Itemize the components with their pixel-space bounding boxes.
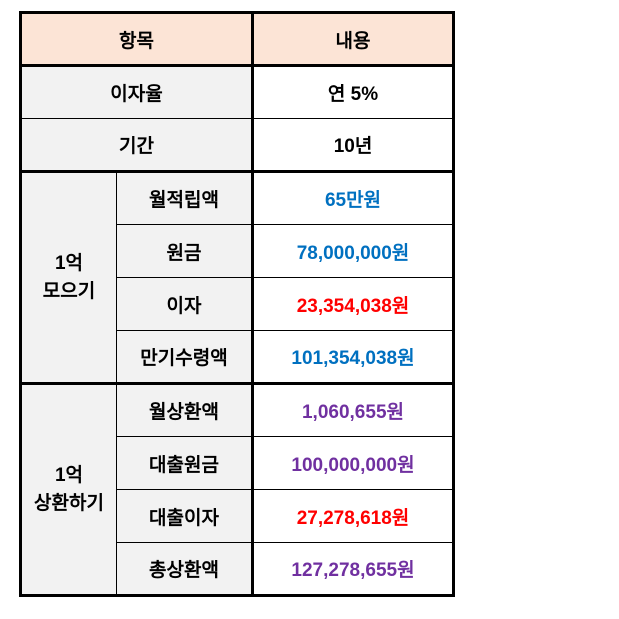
table-row-maturity-amount: 만기수령액 101,354,038원 [21, 330, 454, 385]
row-value: 101,354,038원 [251, 330, 454, 385]
savings-vs-loan-table: 항목 내용 이자율 연 5% 기간 10년 1억 모으기 월적립액 65만원 원… [19, 11, 455, 597]
row-label: 원금 [116, 224, 253, 278]
group-label-saving: 1억 모으기 [20, 171, 117, 385]
table-row-monthly-deposit: 1억 모으기 월적립액 65만원 [20, 171, 454, 385]
row-value: 1,060,655원 [251, 383, 454, 437]
group-label-line2: 모으기 [42, 280, 96, 302]
row-label: 월적립액 [116, 171, 253, 225]
table-row-total-repayment: 총상환액 127,278,655원 [21, 542, 454, 596]
group-label-line1: 1억 [54, 252, 84, 274]
group-label-line2: 상환하기 [34, 492, 104, 514]
row-value: 10년 [251, 118, 454, 173]
group-label-repaying: 1억 상환하기 [20, 383, 117, 596]
row-label: 이자 [116, 277, 253, 331]
row-value: 127,278,655원 [251, 542, 454, 596]
header-content-column: 내용 [251, 12, 454, 67]
row-value: 27,278,618원 [251, 489, 454, 543]
row-value: 78,000,000원 [251, 224, 454, 278]
row-label: 총상환액 [116, 542, 253, 596]
table-row-period: 기간 10년 [20, 118, 454, 173]
row-value: 65만원 [251, 171, 454, 225]
row-label: 대출원금 [116, 436, 253, 490]
row-value: 연 5% [251, 65, 454, 119]
row-label: 만기수령액 [116, 330, 253, 385]
row-label: 대출이자 [116, 489, 253, 543]
row-label: 이자율 [20, 65, 253, 119]
row-value: 100,000,000원 [251, 436, 454, 490]
table-row-loan-principal: 대출원금 100,000,000원 [21, 436, 454, 490]
row-label: 기간 [20, 118, 253, 173]
row-value: 23,354,038원 [251, 277, 454, 331]
header-item-column: 항목 [20, 12, 253, 67]
table-row-loan-interest: 대출이자 27,278,618원 [21, 489, 454, 543]
table-row-interest-rate: 이자율 연 5% [20, 65, 454, 119]
row-label: 월상환액 [116, 383, 253, 437]
table-header-row: 항목 내용 [20, 12, 454, 67]
table-row-monthly-repayment: 1억 상환하기 월상환액 1,060,655원 [20, 383, 454, 596]
table-row-principal: 원금 78,000,000원 [21, 224, 454, 278]
table-row-interest: 이자 23,354,038원 [21, 277, 454, 331]
group-label-line1: 1억 [54, 464, 84, 486]
